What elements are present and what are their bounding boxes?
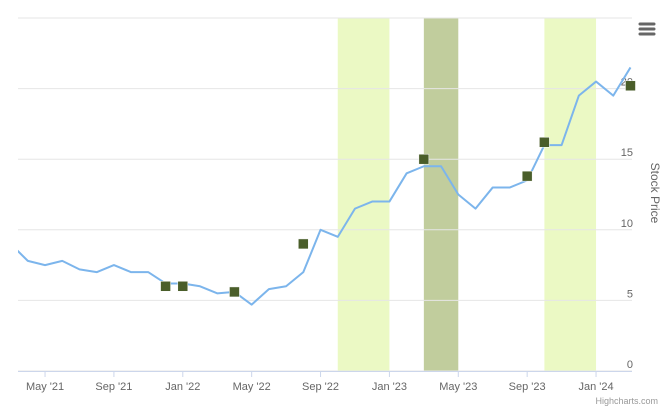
event-marker (160, 281, 171, 292)
x-tick-label: May '23 (439, 381, 477, 393)
x-tick-label: Sep '21 (95, 381, 132, 393)
event-marker (539, 137, 550, 148)
x-tick-label: Jan '23 (372, 381, 407, 393)
credits: Highcharts.com (595, 396, 658, 406)
event-marker (177, 281, 189, 292)
x-tick-label: Sep '23 (509, 381, 546, 393)
y-tick-label: 0 (627, 359, 633, 371)
plot-band (544, 18, 597, 371)
y-tick-label: 5 (627, 288, 633, 300)
event-marker (625, 80, 636, 92)
event-marker (521, 170, 533, 182)
x-tick-label: May '22 (233, 381, 271, 393)
event-marker (229, 286, 240, 298)
x-tick-label: Sep '22 (302, 381, 339, 393)
x-tick-label: Jan '24 (578, 381, 613, 393)
menu-icon[interactable] (638, 22, 656, 36)
y-axis-title: Stock Price (648, 163, 662, 224)
y-tick-label: 15 (621, 147, 633, 159)
event-marker (418, 153, 430, 165)
x-tick-label: Jan '22 (165, 381, 200, 393)
line-series (18, 66, 632, 306)
plot-band (337, 18, 390, 371)
plot-band (423, 18, 459, 371)
event-marker (298, 238, 309, 250)
plot-area (18, 66, 632, 306)
y-tick-label: 10 (621, 218, 633, 230)
x-tick-label: May '21 (26, 381, 64, 393)
